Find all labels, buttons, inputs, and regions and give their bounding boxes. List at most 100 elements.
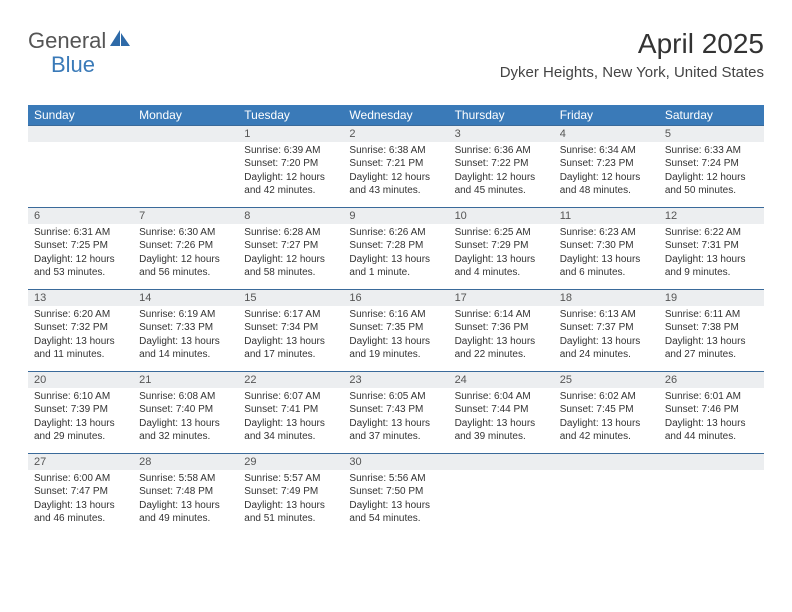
sunrise-line: Sunrise: 6:34 AM: [560, 144, 653, 158]
day-number-cell: 29: [238, 454, 343, 470]
day-number-cell: 27: [28, 454, 133, 470]
day-number-cell: 16: [343, 290, 448, 306]
day-number-cell: [659, 454, 764, 470]
day-content-cell: Sunrise: 6:16 AMSunset: 7:35 PMDaylight:…: [343, 306, 448, 372]
day-number-cell: 8: [238, 208, 343, 224]
sunrise-line: Sunrise: 6:38 AM: [349, 144, 442, 158]
sunset-line: Sunset: 7:41 PM: [244, 403, 337, 417]
day-number-cell: 21: [133, 372, 238, 388]
daylight-line: Daylight: 13 hours and 22 minutes.: [455, 335, 548, 362]
day-number-cell: 23: [343, 372, 448, 388]
daylight-line: Daylight: 12 hours and 58 minutes.: [244, 253, 337, 280]
sunset-line: Sunset: 7:44 PM: [455, 403, 548, 417]
day-number-cell: 15: [238, 290, 343, 306]
daylight-line: Daylight: 13 hours and 54 minutes.: [349, 499, 442, 526]
daynum-row: 12345: [28, 126, 764, 142]
daylight-line: Daylight: 12 hours and 48 minutes.: [560, 171, 653, 198]
weekday-header: Friday: [554, 105, 659, 126]
day-number-cell: 30: [343, 454, 448, 470]
day-content-cell: Sunrise: 6:01 AMSunset: 7:46 PMDaylight:…: [659, 388, 764, 454]
sunrise-line: Sunrise: 6:08 AM: [139, 390, 232, 404]
daylight-line: Daylight: 13 hours and 49 minutes.: [139, 499, 232, 526]
logo-sail-icon: [110, 30, 132, 53]
day-content-cell: Sunrise: 6:39 AMSunset: 7:20 PMDaylight:…: [238, 142, 343, 208]
sunrise-line: Sunrise: 6:11 AM: [665, 308, 758, 322]
daylight-line: Daylight: 13 hours and 11 minutes.: [34, 335, 127, 362]
sunrise-line: Sunrise: 6:26 AM: [349, 226, 442, 240]
day-content-cell: [449, 470, 554, 536]
daylight-line: Daylight: 13 hours and 37 minutes.: [349, 417, 442, 444]
weekday-header: Sunday: [28, 105, 133, 126]
daylight-line: Daylight: 13 hours and 46 minutes.: [34, 499, 127, 526]
sunset-line: Sunset: 7:20 PM: [244, 157, 337, 171]
sunset-line: Sunset: 7:35 PM: [349, 321, 442, 335]
content-row: Sunrise: 6:31 AMSunset: 7:25 PMDaylight:…: [28, 224, 764, 290]
sunrise-line: Sunrise: 6:39 AM: [244, 144, 337, 158]
day-number-cell: 19: [659, 290, 764, 306]
daylight-line: Daylight: 12 hours and 45 minutes.: [455, 171, 548, 198]
sunset-line: Sunset: 7:45 PM: [560, 403, 653, 417]
sunrise-line: Sunrise: 5:57 AM: [244, 472, 337, 486]
sunrise-line: Sunrise: 6:16 AM: [349, 308, 442, 322]
day-content-cell: Sunrise: 6:31 AMSunset: 7:25 PMDaylight:…: [28, 224, 133, 290]
day-number-cell: 2: [343, 126, 448, 142]
sunrise-line: Sunrise: 6:00 AM: [34, 472, 127, 486]
sunrise-line: Sunrise: 6:14 AM: [455, 308, 548, 322]
sunrise-line: Sunrise: 6:36 AM: [455, 144, 548, 158]
day-content-cell: Sunrise: 6:23 AMSunset: 7:30 PMDaylight:…: [554, 224, 659, 290]
daylight-line: Daylight: 12 hours and 56 minutes.: [139, 253, 232, 280]
day-content-cell: Sunrise: 6:04 AMSunset: 7:44 PMDaylight:…: [449, 388, 554, 454]
daylight-line: Daylight: 13 hours and 51 minutes.: [244, 499, 337, 526]
day-number-cell: 22: [238, 372, 343, 388]
sunset-line: Sunset: 7:49 PM: [244, 485, 337, 499]
day-number-cell: 20: [28, 372, 133, 388]
header: April 2025 Dyker Heights, New York, Unit…: [500, 28, 764, 81]
daylight-line: Daylight: 13 hours and 39 minutes.: [455, 417, 548, 444]
sunset-line: Sunset: 7:40 PM: [139, 403, 232, 417]
sunrise-line: Sunrise: 6:33 AM: [665, 144, 758, 158]
calendar-table: Sunday Monday Tuesday Wednesday Thursday…: [28, 105, 764, 536]
day-number-cell: 3: [449, 126, 554, 142]
daynum-row: 13141516171819: [28, 290, 764, 306]
sunset-line: Sunset: 7:36 PM: [455, 321, 548, 335]
daynum-row: 27282930: [28, 454, 764, 470]
daylight-line: Daylight: 13 hours and 1 minute.: [349, 253, 442, 280]
day-number-cell: 5: [659, 126, 764, 142]
content-row: Sunrise: 6:20 AMSunset: 7:32 PMDaylight:…: [28, 306, 764, 372]
sunset-line: Sunset: 7:47 PM: [34, 485, 127, 499]
day-number-cell: 9: [343, 208, 448, 224]
sunset-line: Sunset: 7:22 PM: [455, 157, 548, 171]
logo-text-blue: Blue: [51, 52, 95, 77]
sunrise-line: Sunrise: 6:10 AM: [34, 390, 127, 404]
daylight-line: Daylight: 13 hours and 32 minutes.: [139, 417, 232, 444]
sunset-line: Sunset: 7:31 PM: [665, 239, 758, 253]
day-content-cell: [133, 142, 238, 208]
day-content-cell: Sunrise: 6:22 AMSunset: 7:31 PMDaylight:…: [659, 224, 764, 290]
day-number-cell: 10: [449, 208, 554, 224]
daylight-line: Daylight: 13 hours and 44 minutes.: [665, 417, 758, 444]
day-number-cell: [554, 454, 659, 470]
sunset-line: Sunset: 7:39 PM: [34, 403, 127, 417]
sunrise-line: Sunrise: 6:01 AM: [665, 390, 758, 404]
sunrise-line: Sunrise: 6:28 AM: [244, 226, 337, 240]
day-number-cell: 12: [659, 208, 764, 224]
sunrise-line: Sunrise: 5:56 AM: [349, 472, 442, 486]
day-number-cell: 4: [554, 126, 659, 142]
day-number-cell: 13: [28, 290, 133, 306]
day-content-cell: Sunrise: 6:38 AMSunset: 7:21 PMDaylight:…: [343, 142, 448, 208]
sunset-line: Sunset: 7:32 PM: [34, 321, 127, 335]
weekday-header: Saturday: [659, 105, 764, 126]
sunrise-line: Sunrise: 6:20 AM: [34, 308, 127, 322]
day-content-cell: [554, 470, 659, 536]
logo-text-blue-wrap: Blue: [50, 52, 95, 78]
day-number-cell: 17: [449, 290, 554, 306]
day-content-cell: Sunrise: 6:33 AMSunset: 7:24 PMDaylight:…: [659, 142, 764, 208]
sunrise-line: Sunrise: 6:13 AM: [560, 308, 653, 322]
daylight-line: Daylight: 13 hours and 29 minutes.: [34, 417, 127, 444]
page-subtitle: Dyker Heights, New York, United States: [500, 64, 764, 81]
daylight-line: Daylight: 12 hours and 42 minutes.: [244, 171, 337, 198]
day-content-cell: Sunrise: 6:17 AMSunset: 7:34 PMDaylight:…: [238, 306, 343, 372]
day-content-cell: [28, 142, 133, 208]
daylight-line: Daylight: 13 hours and 6 minutes.: [560, 253, 653, 280]
sunset-line: Sunset: 7:28 PM: [349, 239, 442, 253]
